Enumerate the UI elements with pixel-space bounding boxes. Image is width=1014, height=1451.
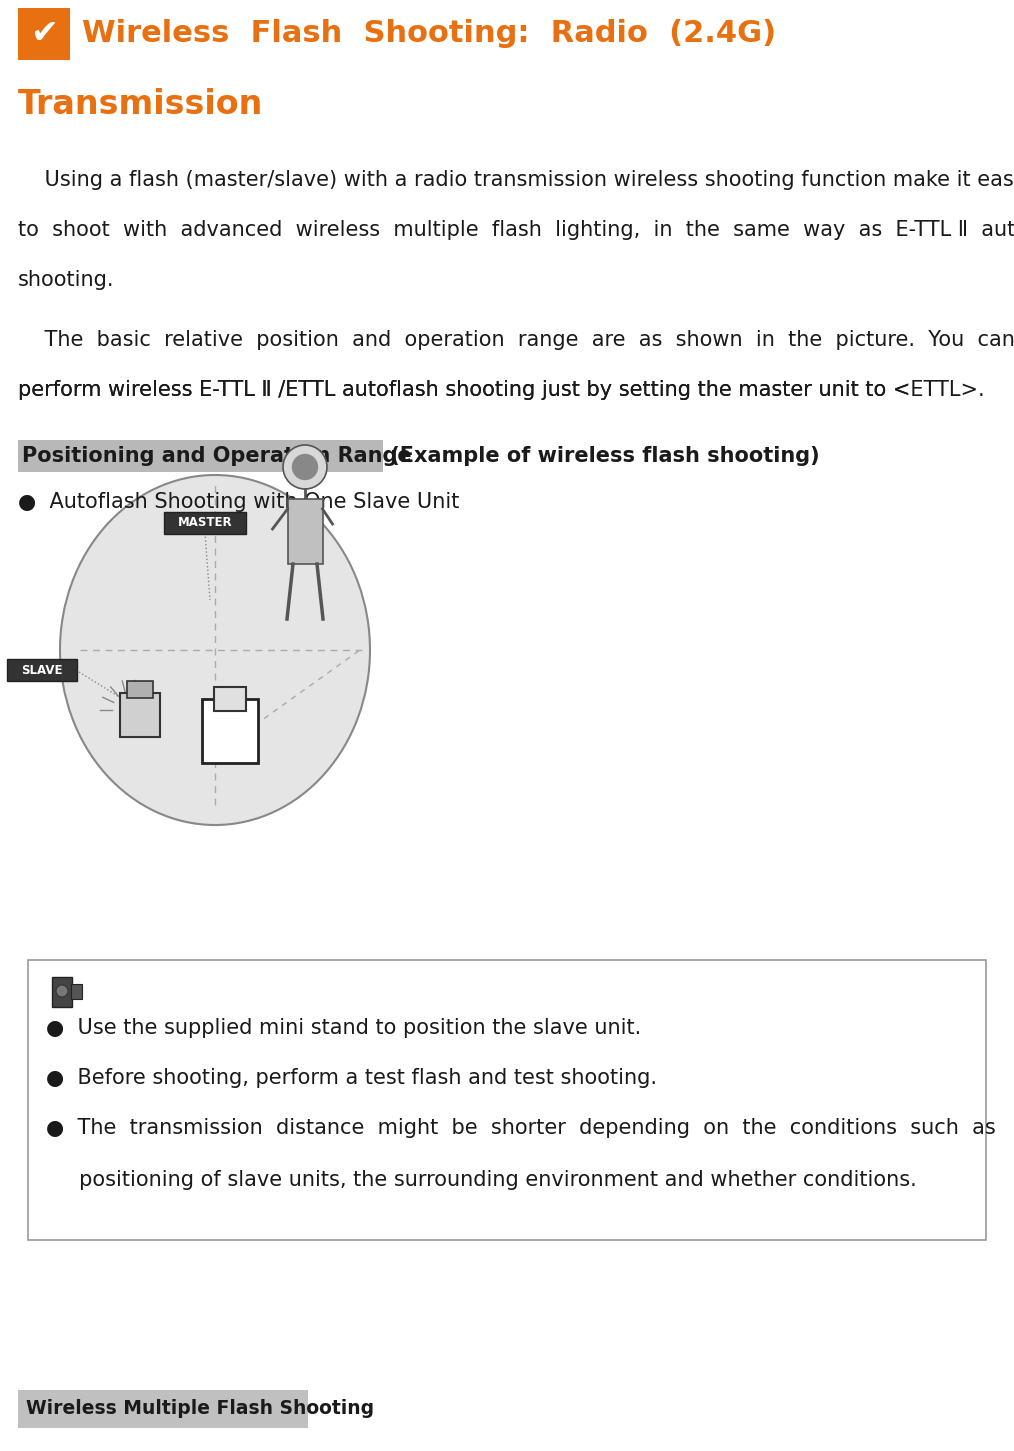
FancyBboxPatch shape (127, 681, 153, 698)
Text: MASTER: MASTER (177, 517, 232, 530)
Text: Wireless  Flash  Shooting:  Radio  (2.4G): Wireless Flash Shooting: Radio (2.4G) (82, 19, 776, 48)
Text: ●  Autoflash Shooting with One Slave Unit: ● Autoflash Shooting with One Slave Unit (18, 492, 459, 512)
Text: Transmission: Transmission (18, 89, 264, 120)
FancyBboxPatch shape (71, 984, 81, 998)
Text: perform wireless E-TTL Ⅱ /ETTL autoflash shooting just by setting the master uni: perform wireless E-TTL Ⅱ /ETTL autoflash… (18, 380, 911, 400)
Text: Using a flash (master/slave) with a radio transmission wireless shooting functio: Using a flash (master/slave) with a radi… (18, 170, 1014, 190)
Text: perform wireless E-TTL Ⅱ /ETTL autoflash shooting just by setting the master uni: perform wireless E-TTL Ⅱ /ETTL autoflash… (18, 380, 985, 400)
Circle shape (56, 985, 68, 997)
Circle shape (283, 445, 327, 489)
Text: SLAVE: SLAVE (21, 663, 63, 676)
Text: ●  Before shooting, perform a test flash and test shooting.: ● Before shooting, perform a test flash … (46, 1068, 657, 1088)
Text: Positioning and Operation Range: Positioning and Operation Range (22, 445, 412, 466)
FancyBboxPatch shape (52, 977, 72, 1007)
Text: Wireless Multiple Flash Shooting: Wireless Multiple Flash Shooting (26, 1400, 374, 1419)
Text: (Example of wireless flash shooting): (Example of wireless flash shooting) (383, 445, 819, 466)
Text: positioning of slave units, the surrounding environment and whether conditions.: positioning of slave units, the surround… (46, 1170, 917, 1190)
Text: ✔: ✔ (30, 17, 58, 51)
FancyBboxPatch shape (202, 699, 258, 763)
Ellipse shape (60, 474, 370, 826)
Circle shape (292, 454, 318, 480)
FancyBboxPatch shape (7, 659, 77, 681)
FancyBboxPatch shape (214, 686, 246, 711)
Text: to  shoot  with  advanced  wireless  multiple  flash  lighting,  in  the  same  : to shoot with advanced wireless multiple… (18, 221, 1014, 239)
FancyBboxPatch shape (120, 694, 160, 737)
FancyBboxPatch shape (28, 961, 986, 1241)
FancyBboxPatch shape (164, 512, 246, 534)
FancyBboxPatch shape (18, 440, 383, 472)
FancyBboxPatch shape (18, 1390, 308, 1428)
Text: ●  The  transmission  distance  might  be  shorter  depending  on  the  conditio: ● The transmission distance might be sho… (46, 1119, 996, 1138)
Text: shooting.: shooting. (18, 270, 115, 290)
Text: The  basic  relative  position  and  operation  range  are  as  shown  in  the  : The basic relative position and operatio… (18, 329, 1014, 350)
Text: ●  Use the supplied mini stand to position the slave unit.: ● Use the supplied mini stand to positio… (46, 1019, 641, 1037)
Text: perform wireless E-TTL Ⅱ /ETTL autoflash shooting just by setting the master uni: perform wireless E-TTL Ⅱ /ETTL autoflash… (18, 380, 911, 400)
FancyBboxPatch shape (18, 9, 70, 59)
FancyBboxPatch shape (288, 499, 322, 564)
